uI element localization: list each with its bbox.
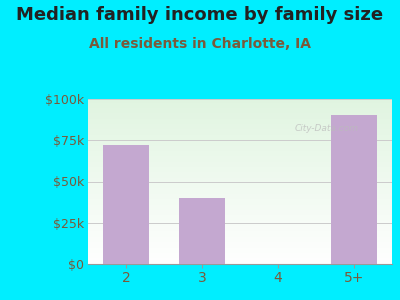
- Bar: [331, 116, 377, 264]
- Bar: [179, 198, 225, 264]
- Text: Median family income by family size: Median family income by family size: [16, 6, 384, 24]
- Text: City-Data.com: City-Data.com: [295, 124, 359, 133]
- Text: All residents in Charlotte, IA: All residents in Charlotte, IA: [89, 38, 311, 52]
- Bar: [103, 145, 149, 264]
